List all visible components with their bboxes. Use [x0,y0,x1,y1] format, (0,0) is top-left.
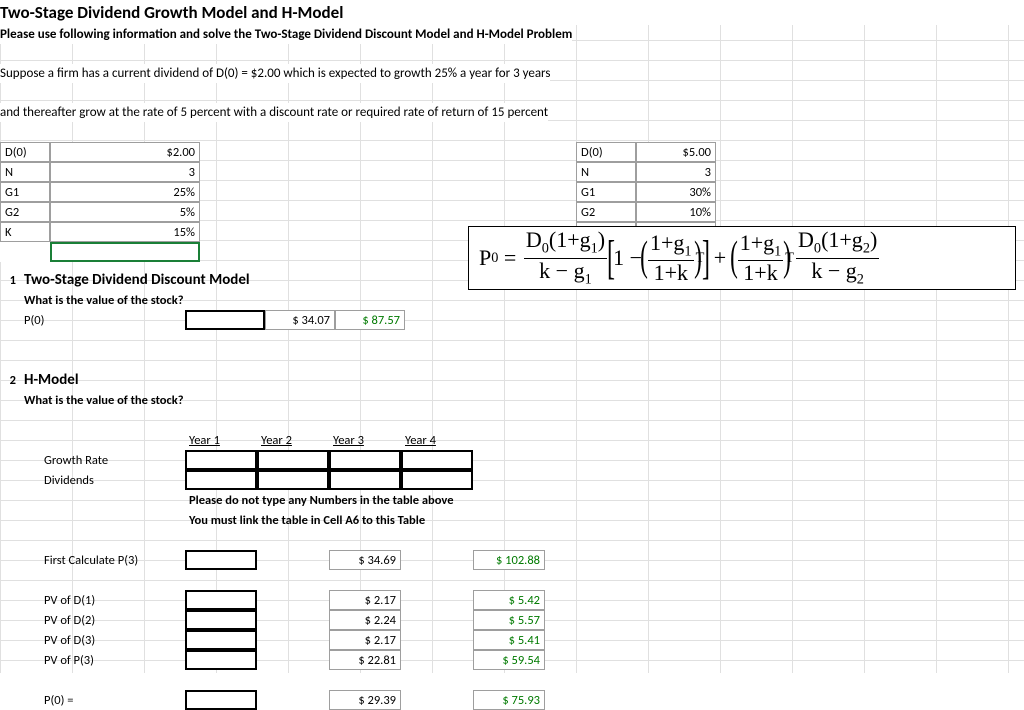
div-y2[interactable] [257,470,329,490]
suppose-line-1: Suppose a firm has a current dividend of… [0,64,550,83]
right-input-value[interactable]: 30% [636,182,716,202]
pv-v1: $ 2.17 [329,590,401,610]
p0-value-1: $ 34.07 [265,310,335,330]
pv-v1: $ 2.24 [329,610,401,630]
first-calc-v2: $ 102.88 [473,550,545,570]
pv-v2: $ 5.57 [473,610,545,630]
p0final-v2: $ 75.93 [473,690,545,710]
left-input-label: K [0,222,50,242]
right-input-value[interactable]: 10% [636,202,716,222]
pv-input[interactable] [185,650,257,670]
right-input-label: G2 [576,202,636,222]
left-input-value[interactable]: $2.00 [50,142,200,162]
suppose-line-2: and thereafter grow at the rate of 5 per… [0,103,548,122]
growth-y3[interactable] [329,450,401,470]
section2-title: H-Model [20,370,83,390]
selected-cell[interactable] [50,242,200,262]
pv-label: PV of D(1) [40,590,185,610]
section1-title: Two-Stage Dividend Discount Model [20,270,254,290]
p0-input[interactable] [185,310,265,330]
section2-q: What is the value of the stock? [20,390,188,410]
section2-num: 2 [0,370,20,390]
left-input-label: G1 [0,182,50,202]
p0-value-2: $ 87.57 [335,310,405,330]
p0final-v1: $ 29.39 [329,690,401,710]
left-input-value[interactable]: 3 [50,162,200,182]
growth-y4[interactable] [401,450,473,470]
div-y1[interactable] [185,470,257,490]
pv-v2: $ 5.41 [473,630,545,650]
pv-v2: $ 5.42 [473,590,545,610]
pv-label: PV of P(3) [40,650,185,670]
section1-q: What is the value of the stock? [20,290,188,310]
pv-input[interactable] [185,590,257,610]
left-input-label: G2 [0,202,50,222]
pv-label: PV of D(2) [40,610,185,630]
p0final-label: P(0) = [40,690,185,710]
left-input-value[interactable]: 15% [50,222,200,242]
col-year1: Year 1 [185,430,257,450]
note-2: You must link the table in Cell A6 to th… [185,510,429,530]
note-1: Please do not type any Numbers in the ta… [185,490,458,510]
page-title: Two-Stage Dividend Growth Model and H-Mo… [0,0,1024,25]
right-input-label: N [576,162,636,182]
p0final-input[interactable] [185,690,257,710]
right-input-value[interactable]: $5.00 [636,142,716,162]
growth-rate-label: Growth Rate [40,450,185,470]
left-input-value[interactable]: 5% [50,202,200,222]
div-y4[interactable] [401,470,473,490]
two-stage-formula: P0 = D0(1+g1)k − g1 [ 1 − ( 1+g11+k )T ]… [468,226,1016,290]
left-input-value[interactable]: 25% [50,182,200,202]
section1-num: 1 [0,270,20,290]
left-input-label: N [0,162,50,182]
pv-v1: $ 2.17 [329,630,401,650]
instructions: Please use following information and sol… [0,25,572,44]
div-y3[interactable] [329,470,401,490]
pv-label: PV of D(3) [40,630,185,650]
pv-input[interactable] [185,610,257,630]
right-input-label: G1 [576,182,636,202]
pv-v2: $ 59.54 [473,650,545,670]
growth-y1[interactable] [185,450,257,470]
first-calc-v1: $ 34.69 [329,550,401,570]
first-calc-label: First Calculate P(3) [40,550,185,570]
first-calc-input[interactable] [185,550,257,570]
dividends-label: Dividends [40,470,185,490]
right-input-value[interactable]: 3 [636,162,716,182]
pv-v1: $ 22.81 [329,650,401,670]
pv-input[interactable] [185,630,257,650]
col-year2: Year 2 [257,430,329,450]
p0-label: P(0) [20,310,185,330]
col-year4: Year 4 [401,430,473,450]
left-input-label: D(0) [0,142,50,162]
col-year3: Year 3 [329,430,401,450]
right-input-label: D(0) [576,142,636,162]
growth-y2[interactable] [257,450,329,470]
